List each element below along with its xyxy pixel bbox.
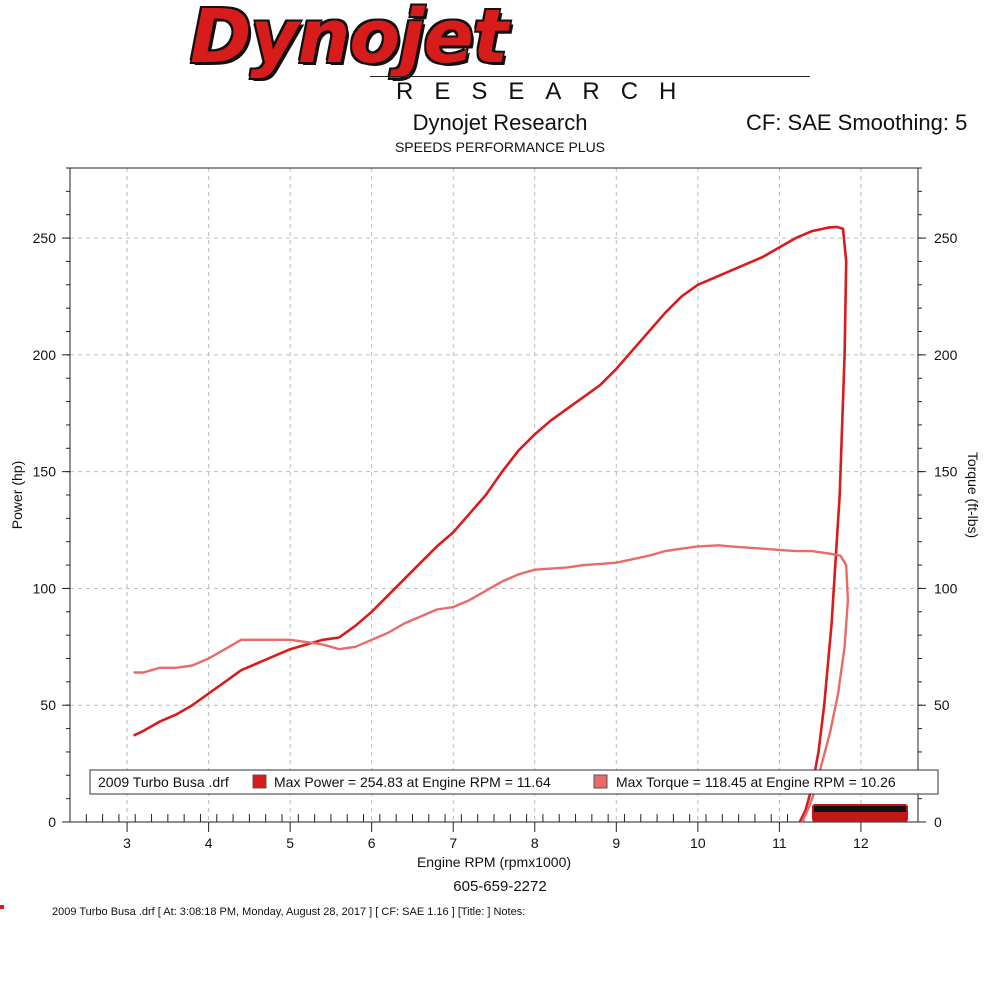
y2-tick-label: 100 — [934, 580, 958, 596]
logo-divider — [370, 76, 810, 77]
plot-frame — [69, 167, 919, 823]
torque-series-line — [133, 544, 850, 823]
tick-labels: 3 4 5 6 7 8 9 10 11 12 0 0 50 50 100 100 150 150 200 200 250… — [33, 230, 958, 851]
grid-lines — [70, 168, 918, 823]
logo-brand: Dynojet — [190, 0, 508, 80]
series-lines — [133, 225, 850, 823]
correction-factor-info: CF: SAE Smoothing: 5 — [746, 110, 968, 135]
y-tick-label: 100 — [33, 580, 57, 596]
y-tick-label: 150 — [33, 464, 57, 480]
logo-sub: RESEARCH — [396, 78, 698, 105]
x-tick-label: 6 — [368, 835, 376, 851]
legend: 2009 Turbo Busa .drf Max Power = 254.83 … — [89, 769, 939, 795]
y-tick-label: 0 — [48, 814, 56, 830]
run-info-footer: 2009 Turbo Busa .drf [ At: 3:08:18 PM, M… — [52, 906, 526, 918]
legend-swatch-power — [252, 774, 267, 789]
red-marker — [0, 905, 4, 909]
y-tick-label: 250 — [33, 230, 57, 246]
y2-tick-label: 0 — [934, 814, 942, 830]
legend-file-label: 2009 Turbo Busa .drf — [98, 774, 229, 790]
shop-phone: 605-659-2272 — [453, 878, 547, 895]
x-tick-label: 9 — [612, 835, 620, 851]
legend-swatch-torque — [593, 774, 608, 789]
chart-subtitle: SPEEDS PERFORMANCE PLUS — [394, 139, 606, 155]
dynojet-mini-logo — [812, 804, 908, 822]
dynojet-logo: Dynojet RESEARCH — [180, 0, 820, 110]
x-tick-label: 11 — [772, 835, 787, 851]
legend-box — [89, 769, 939, 795]
x-tick-label: 7 — [449, 835, 457, 851]
y-axis-title: Power (hp) — [9, 461, 25, 529]
y2-tick-label: 50 — [934, 697, 950, 713]
chart-title: Dynojet Research — [412, 110, 588, 135]
x-tick-label: 5 — [286, 835, 294, 851]
x-tick-label: 10 — [690, 835, 706, 851]
axis-ticks — [62, 167, 926, 832]
x-tick-label: 8 — [531, 835, 539, 851]
power-series-line — [133, 225, 848, 823]
x-tick-label: 3 — [123, 835, 131, 851]
x-tick-label: 12 — [853, 835, 869, 851]
y2-tick-label: 250 — [934, 230, 958, 246]
x-tick-label: 4 — [205, 835, 213, 851]
y2-axis-title: Torque (ft-lbs) — [965, 452, 981, 538]
legend-item-torque: Max Torque = 118.45 at Engine RPM = 10.2… — [616, 774, 896, 790]
y-tick-label: 50 — [40, 697, 56, 713]
x-axis-title: Engine RPM (rpmx1000) — [417, 854, 571, 870]
y2-tick-label: 150 — [934, 464, 958, 480]
mini-logo-stripe — [814, 806, 906, 812]
y2-tick-label: 200 — [934, 347, 958, 363]
y-tick-label: 200 — [33, 347, 57, 363]
legend-item-power: Max Power = 254.83 at Engine RPM = 11.64 — [274, 774, 551, 790]
